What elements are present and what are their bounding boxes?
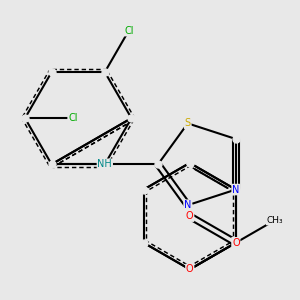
Text: O: O	[232, 238, 240, 248]
Text: O: O	[186, 264, 194, 274]
Text: N: N	[232, 184, 239, 195]
Text: Cl: Cl	[124, 26, 134, 36]
Text: NH: NH	[98, 159, 112, 169]
Text: Cl: Cl	[68, 113, 78, 123]
Text: O: O	[186, 211, 194, 221]
Text: CH₃: CH₃	[267, 216, 283, 225]
Text: S: S	[185, 118, 191, 128]
Text: N: N	[184, 200, 191, 210]
